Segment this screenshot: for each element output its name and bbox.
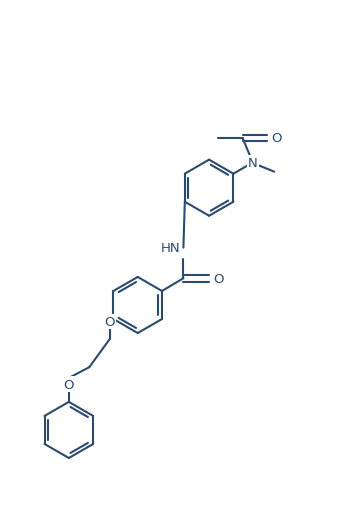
- Text: HN: HN: [160, 241, 180, 254]
- Text: O: O: [104, 315, 115, 328]
- Text: O: O: [64, 378, 74, 391]
- Text: O: O: [213, 272, 223, 285]
- Text: O: O: [271, 132, 281, 145]
- Text: N: N: [248, 157, 258, 169]
